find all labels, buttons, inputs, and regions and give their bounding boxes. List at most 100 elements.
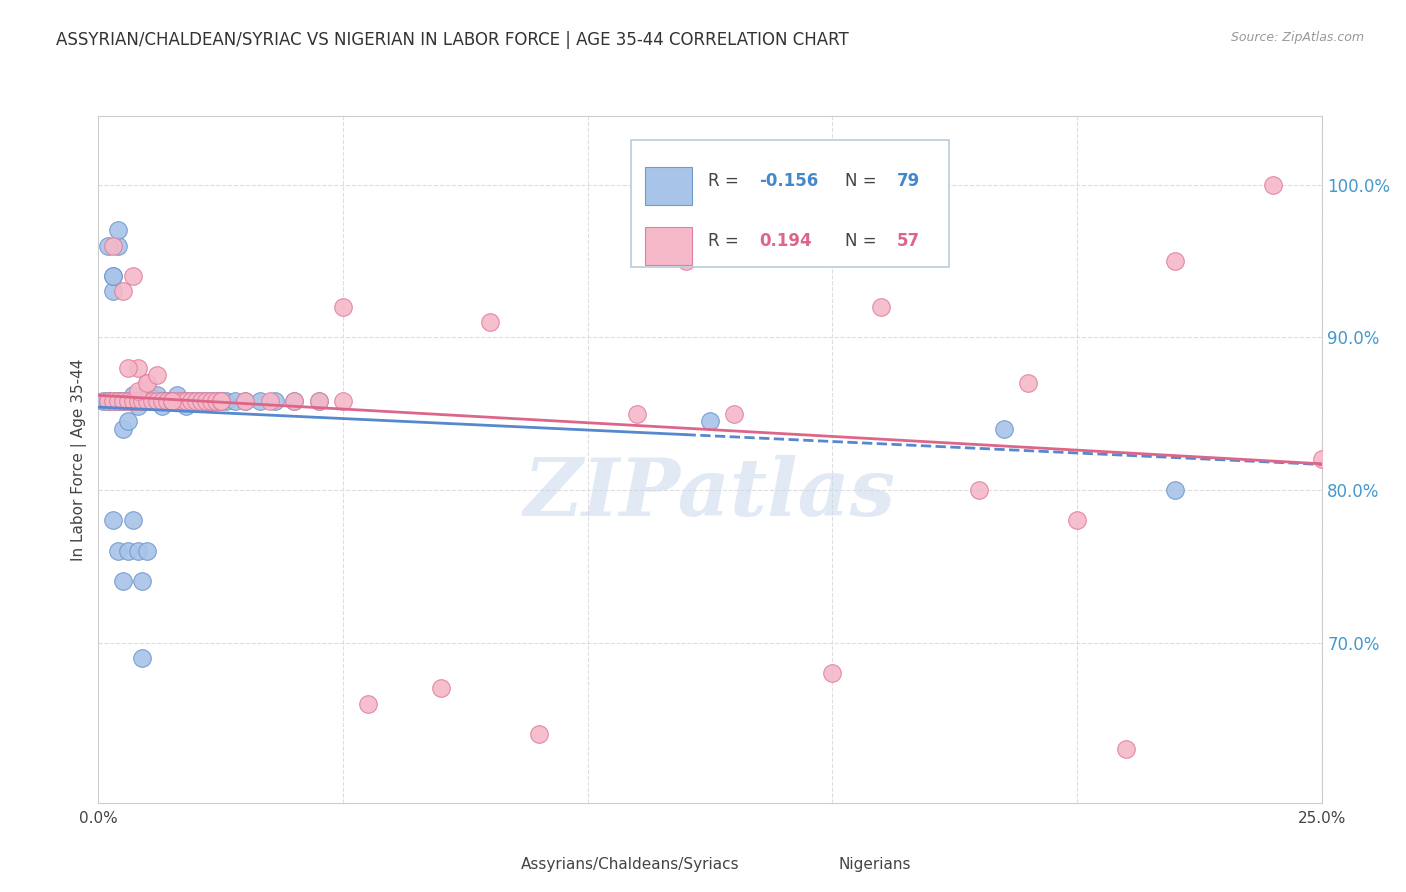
Text: Assyrians/Chaldeans/Syriacs: Assyrians/Chaldeans/Syriacs	[522, 857, 740, 872]
Point	[117, 360, 139, 375]
Point	[263, 394, 285, 409]
Text: 57: 57	[897, 232, 921, 250]
Point	[101, 285, 124, 299]
Point	[107, 394, 129, 409]
Point	[117, 544, 139, 558]
Point	[121, 388, 143, 402]
Point	[200, 394, 222, 409]
Point	[1017, 376, 1039, 390]
Point	[249, 394, 271, 409]
Point	[141, 392, 163, 406]
Point	[166, 394, 188, 409]
Point	[117, 394, 139, 409]
Point	[136, 388, 159, 402]
Point	[136, 394, 159, 409]
Point	[233, 394, 256, 409]
Text: Nigerians: Nigerians	[839, 857, 911, 872]
Point	[111, 394, 134, 409]
Point	[131, 394, 153, 409]
Point	[1066, 513, 1088, 527]
Point	[146, 394, 169, 409]
Point	[1115, 742, 1137, 756]
Point	[186, 394, 208, 409]
Point	[967, 483, 990, 497]
Point	[127, 394, 149, 409]
Point	[136, 394, 159, 409]
Point	[156, 394, 179, 409]
Point	[136, 376, 159, 390]
Point	[97, 394, 120, 409]
Point	[101, 269, 124, 284]
Point	[127, 394, 149, 409]
Point	[209, 394, 232, 409]
Point	[190, 394, 212, 409]
Point	[233, 394, 256, 409]
Point	[1310, 452, 1333, 467]
Point	[97, 394, 120, 409]
Point	[209, 394, 232, 409]
Point	[478, 315, 501, 329]
Point	[146, 368, 169, 383]
Point	[121, 269, 143, 284]
Point	[332, 300, 354, 314]
Point	[699, 414, 721, 428]
Point	[136, 376, 159, 390]
Point	[170, 394, 193, 409]
Point	[107, 394, 129, 409]
Point	[150, 394, 173, 409]
Point	[195, 394, 218, 409]
Point	[180, 394, 202, 409]
Point	[131, 394, 153, 409]
Point	[356, 697, 378, 711]
Point	[190, 394, 212, 409]
Point	[141, 394, 163, 409]
Point	[117, 394, 139, 409]
Point	[107, 223, 129, 237]
Point	[160, 394, 183, 409]
Text: -0.156: -0.156	[759, 172, 818, 190]
Text: R =: R =	[707, 172, 744, 190]
Point	[117, 394, 139, 409]
Point	[97, 394, 120, 409]
Text: Source: ZipAtlas.com: Source: ZipAtlas.com	[1230, 31, 1364, 45]
Point	[131, 574, 153, 589]
Point	[131, 394, 153, 409]
Point	[200, 394, 222, 409]
Point	[141, 394, 163, 409]
Point	[675, 254, 697, 268]
Text: 0.194: 0.194	[759, 232, 811, 250]
Point	[870, 300, 893, 314]
Point	[136, 544, 159, 558]
Point	[127, 399, 149, 413]
Text: 79: 79	[897, 172, 921, 190]
Point	[993, 422, 1015, 436]
Point	[283, 394, 305, 409]
Point	[97, 238, 120, 252]
Point	[150, 394, 173, 409]
Point	[121, 394, 143, 409]
Point	[527, 727, 550, 741]
Point	[209, 394, 232, 409]
Point	[136, 394, 159, 409]
Point	[111, 285, 134, 299]
Point	[170, 394, 193, 409]
Text: ASSYRIAN/CHALDEAN/SYRIAC VS NIGERIAN IN LABOR FORCE | AGE 35-44 CORRELATION CHAR: ASSYRIAN/CHALDEAN/SYRIAC VS NIGERIAN IN …	[56, 31, 849, 49]
Point	[160, 394, 183, 409]
Point	[195, 394, 218, 409]
Point	[101, 394, 124, 409]
Point	[308, 394, 330, 409]
Point	[101, 238, 124, 252]
Point	[101, 513, 124, 527]
Y-axis label: In Labor Force | Age 35-44: In Labor Force | Age 35-44	[72, 359, 87, 560]
Point	[224, 394, 246, 409]
Point	[166, 388, 188, 402]
Point	[160, 394, 183, 409]
Point	[91, 394, 114, 409]
Point	[127, 544, 149, 558]
Point	[160, 394, 183, 409]
Point	[121, 394, 143, 409]
Text: ZIPatlas: ZIPatlas	[524, 455, 896, 533]
Point	[101, 394, 124, 409]
Point	[111, 394, 134, 409]
Point	[150, 394, 173, 409]
